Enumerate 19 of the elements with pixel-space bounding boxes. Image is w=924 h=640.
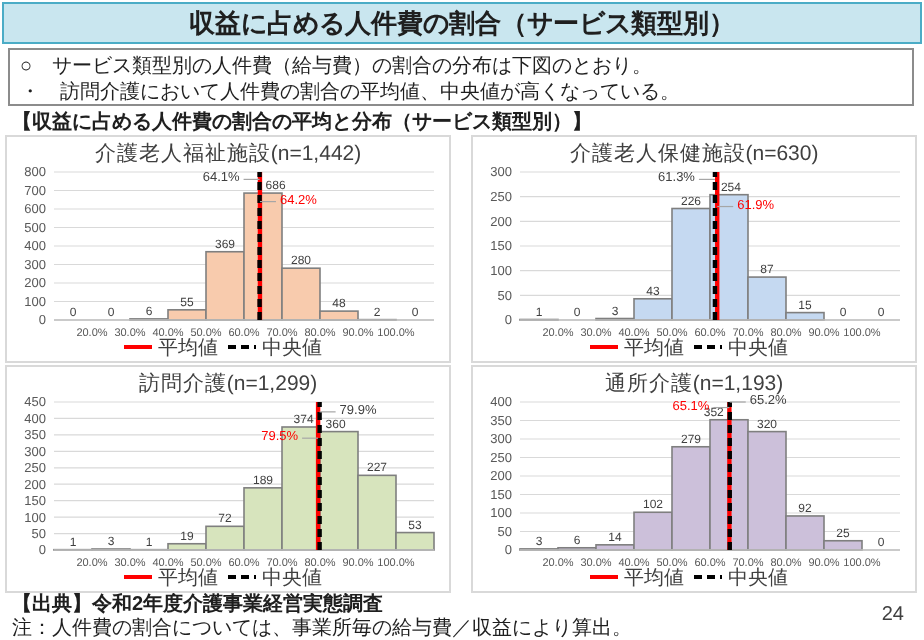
legend-label: 平均値 (624, 336, 684, 360)
text: 【収益に占める人件費の割合の平均と分布（サービス類型別）】 (12, 110, 592, 134)
chart-title: 介護老人保健施設(n=630) (569, 140, 819, 166)
legend-label: 中央値 (728, 336, 788, 360)
text: ・ 訪問介護において人件費の割合の平均値、中央値が高くなっている。 (20, 80, 680, 104)
text: 収益に占める人件費の割合（サービス類型別） (189, 8, 735, 38)
legend-label: 中央値 (262, 566, 322, 590)
legend-label: 中央値 (728, 566, 788, 590)
legend-label: 平均値 (158, 336, 218, 360)
chart-title: 訪問介護(n=1,299) (138, 370, 318, 396)
text: 24 (881, 604, 905, 626)
chart-title: 介護老人福祉施設(n=1,442) (94, 140, 362, 166)
legend-label: 平均値 (624, 566, 684, 590)
text: 注：人件費の割合については、事業所毎の給与費／収益により算出。 (12, 616, 632, 640)
legend-label: 中央値 (262, 336, 322, 360)
text: ○ サービス類型別の人件費（給与費）の割合の分布は下図のとおり。 (20, 54, 653, 78)
text: 【出典】令和2年度介護事業経営実態調査 (12, 592, 384, 616)
legend-label: 平均値 (158, 566, 218, 590)
chart-title: 通所介護(n=1,193) (604, 370, 784, 396)
